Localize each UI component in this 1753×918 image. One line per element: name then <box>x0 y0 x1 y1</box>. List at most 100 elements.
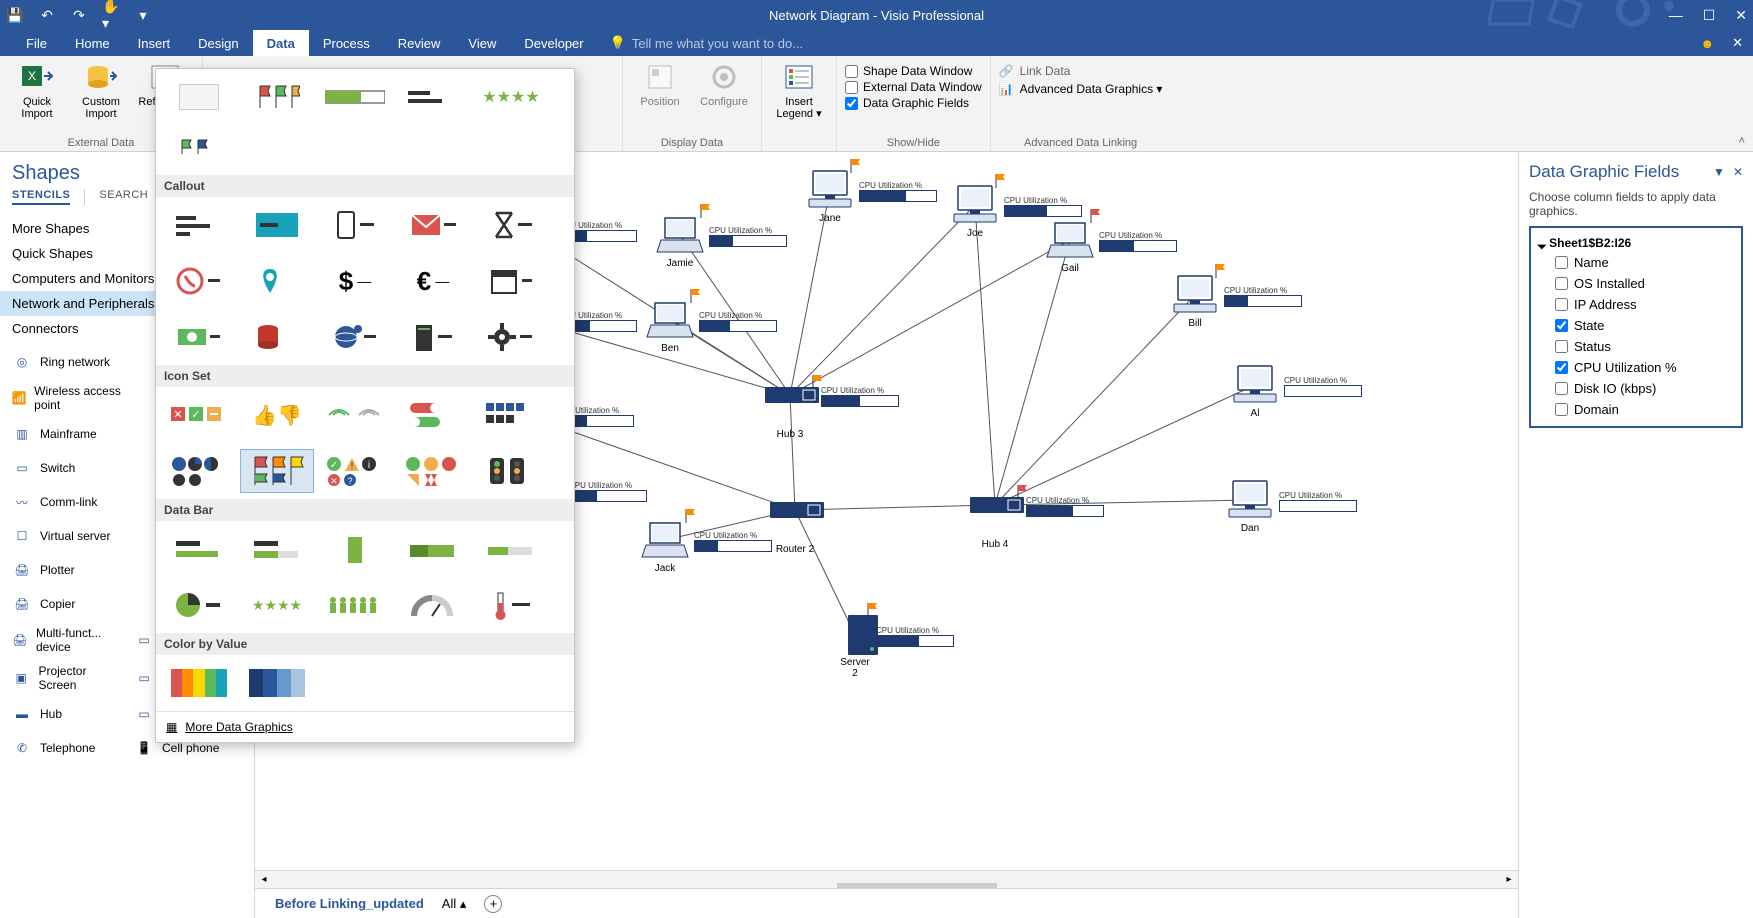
check-data-graphic-fields[interactable]: Data Graphic Fields <box>845 96 982 110</box>
shape-item[interactable]: 🖨Plotter <box>10 558 122 582</box>
shape-item[interactable]: ▥Mainframe <box>10 422 122 446</box>
databar-people[interactable] <box>318 583 392 627</box>
tab-design[interactable]: Design <box>184 30 252 56</box>
callout-email-icon[interactable] <box>396 203 470 247</box>
gallery-flags2[interactable] <box>162 125 236 169</box>
diagram-node-jane[interactable]: Jane <box>805 169 855 224</box>
iconset-signs[interactable]: ✓!i✕? <box>318 449 392 493</box>
redo-icon[interactable]: ↷ <box>70 6 88 24</box>
taskpane-close-icon[interactable]: ✕ <box>1733 165 1743 179</box>
tab-view[interactable]: View <box>454 30 510 56</box>
diagram-node-jack[interactable]: Jack <box>640 519 690 574</box>
iconset-grid[interactable] <box>474 393 548 437</box>
scroll-left-icon[interactable]: ◂ <box>255 874 273 885</box>
callout-hourglass-icon[interactable] <box>474 203 548 247</box>
gallery-flags[interactable] <box>240 75 314 119</box>
databar-gauge[interactable] <box>396 583 470 627</box>
scroll-right-icon[interactable]: ▸ <box>1500 874 1518 885</box>
field-checkbox[interactable]: IP Address <box>1535 294 1737 315</box>
tab-review[interactable]: Review <box>384 30 455 56</box>
sheet-header[interactable]: Sheet1$B2:I26 <box>1535 234 1737 252</box>
tab-developer[interactable]: Developer <box>510 30 597 56</box>
shape-item[interactable]: ▬Hub <box>10 702 122 726</box>
check-external-data-window[interactable]: External Data Window <box>845 80 982 94</box>
tab-search[interactable]: SEARCH <box>99 189 148 205</box>
ribbon-close-icon[interactable]: ✕ <box>1732 35 1743 51</box>
quick-import-button[interactable]: X Quick Import <box>8 60 66 120</box>
databar-pie[interactable] <box>162 583 236 627</box>
minimize-button[interactable]: — <box>1669 7 1683 24</box>
custom-import-button[interactable]: Custom Import <box>72 60 130 120</box>
databar-column[interactable] <box>318 527 392 571</box>
shape-item[interactable]: 🖨Copier <box>10 592 122 616</box>
field-checkbox[interactable]: State <box>1535 315 1737 336</box>
shape-item[interactable]: 🖨Multi-funct... device <box>10 626 122 654</box>
field-checkbox[interactable]: Status <box>1535 336 1737 357</box>
diagram-node-jamie[interactable]: Jamie <box>655 214 705 269</box>
databar-thermometer[interactable] <box>474 583 548 627</box>
iconset-pies[interactable] <box>162 449 236 493</box>
shape-item[interactable]: ▭Switch <box>10 456 122 480</box>
colorval-blues[interactable] <box>240 661 314 705</box>
iconset-toggles[interactable] <box>396 393 470 437</box>
check-shape-data-window[interactable]: Shape Data Window <box>845 64 982 78</box>
databar-2[interactable] <box>240 527 314 571</box>
iconset-thumbs[interactable]: 👍👎 <box>240 393 314 437</box>
callout-gear-icon[interactable] <box>474 315 548 359</box>
databar-stars[interactable]: ★★★★ <box>240 583 314 627</box>
gallery-progress[interactable] <box>318 75 392 119</box>
callout-item-1[interactable] <box>162 203 236 247</box>
tab-process[interactable]: Process <box>309 30 384 56</box>
callout-money-icon[interactable] <box>162 315 236 359</box>
iconset-wifi[interactable] <box>318 393 392 437</box>
field-checkbox[interactable]: Disk IO (kbps) <box>1535 378 1737 399</box>
collapse-ribbon-icon[interactable]: ˄ <box>1739 135 1745 147</box>
gallery-text-callout[interactable] <box>396 75 470 119</box>
field-checkbox[interactable]: CPU Utilization % <box>1535 357 1737 378</box>
tell-me-search[interactable]: 💡 Tell me what you want to do... <box>610 30 803 56</box>
undo-icon[interactable]: ↶ <box>38 6 56 24</box>
shape-item[interactable]: ☐Virtual server <box>10 524 122 548</box>
sheet-tab-active[interactable]: Before Linking_updated <box>275 896 424 911</box>
field-checkbox[interactable]: Domain <box>1535 399 1737 420</box>
iconset-traffic-lights[interactable] <box>474 449 548 493</box>
shape-item[interactable]: ✆Telephone <box>10 736 122 760</box>
more-data-graphics[interactable]: ▦ More Data Graphics <box>156 711 574 742</box>
databar-stacked[interactable] <box>396 527 470 571</box>
databar-1[interactable] <box>162 527 236 571</box>
qat-more-icon[interactable]: ▾ <box>134 6 152 24</box>
touch-mode-icon[interactable]: ✋▾ <box>102 6 120 24</box>
callout-database-icon[interactable] <box>240 315 314 359</box>
tab-insert[interactable]: Insert <box>124 30 185 56</box>
callout-globe-icon[interactable] <box>318 315 392 359</box>
diagram-node-hub4[interactable]: Hub 4 <box>968 495 1022 550</box>
insert-legend-button[interactable]: Insert Legend ▾ <box>770 60 828 120</box>
diagram-node-hub3[interactable]: Hub 3 <box>763 385 817 440</box>
callout-phone-icon[interactable] <box>318 203 392 247</box>
save-icon[interactable]: 💾 <box>6 6 24 24</box>
diagram-node-server2[interactable]: Server 2 <box>838 613 872 679</box>
callout-calendar-icon[interactable] <box>474 259 548 303</box>
horizontal-scrollbar[interactable]: ◂ ▸ <box>255 870 1518 888</box>
diagram-node-bill[interactable]: Bill <box>1170 274 1220 329</box>
diagram-node-ben[interactable]: Ben <box>645 299 695 354</box>
tab-file[interactable]: File <box>12 30 61 56</box>
link-data-button[interactable]: 🔗Link Data <box>999 64 1163 78</box>
add-sheet-button[interactable]: + <box>484 895 502 913</box>
shape-item[interactable]: ◎Ring network <box>10 350 122 374</box>
iconset-shields[interactable]: ✕✓ <box>162 393 236 437</box>
position-button[interactable]: Position <box>631 60 689 108</box>
close-button[interactable]: ✕ <box>1735 7 1747 24</box>
shape-item[interactable]: 📶Wireless access point <box>10 384 122 412</box>
sheet-all-dropdown[interactable]: All ▴ <box>442 896 467 912</box>
diagram-node-joe[interactable]: Joe <box>950 184 1000 239</box>
shape-item[interactable]: ▣Projector Screen <box>10 664 122 692</box>
taskpane-menu-icon[interactable]: ▼ <box>1713 165 1725 179</box>
gallery-stars[interactable]: ★★★★ <box>474 75 548 119</box>
tab-data[interactable]: Data <box>253 30 309 56</box>
diagram-node-gail[interactable]: Gail <box>1045 219 1095 274</box>
field-checkbox[interactable]: Name <box>1535 252 1737 273</box>
colorval-rainbow[interactable] <box>162 661 236 705</box>
iconset-flags-selected[interactable] <box>240 449 314 493</box>
field-checkbox[interactable]: OS Installed <box>1535 273 1737 294</box>
